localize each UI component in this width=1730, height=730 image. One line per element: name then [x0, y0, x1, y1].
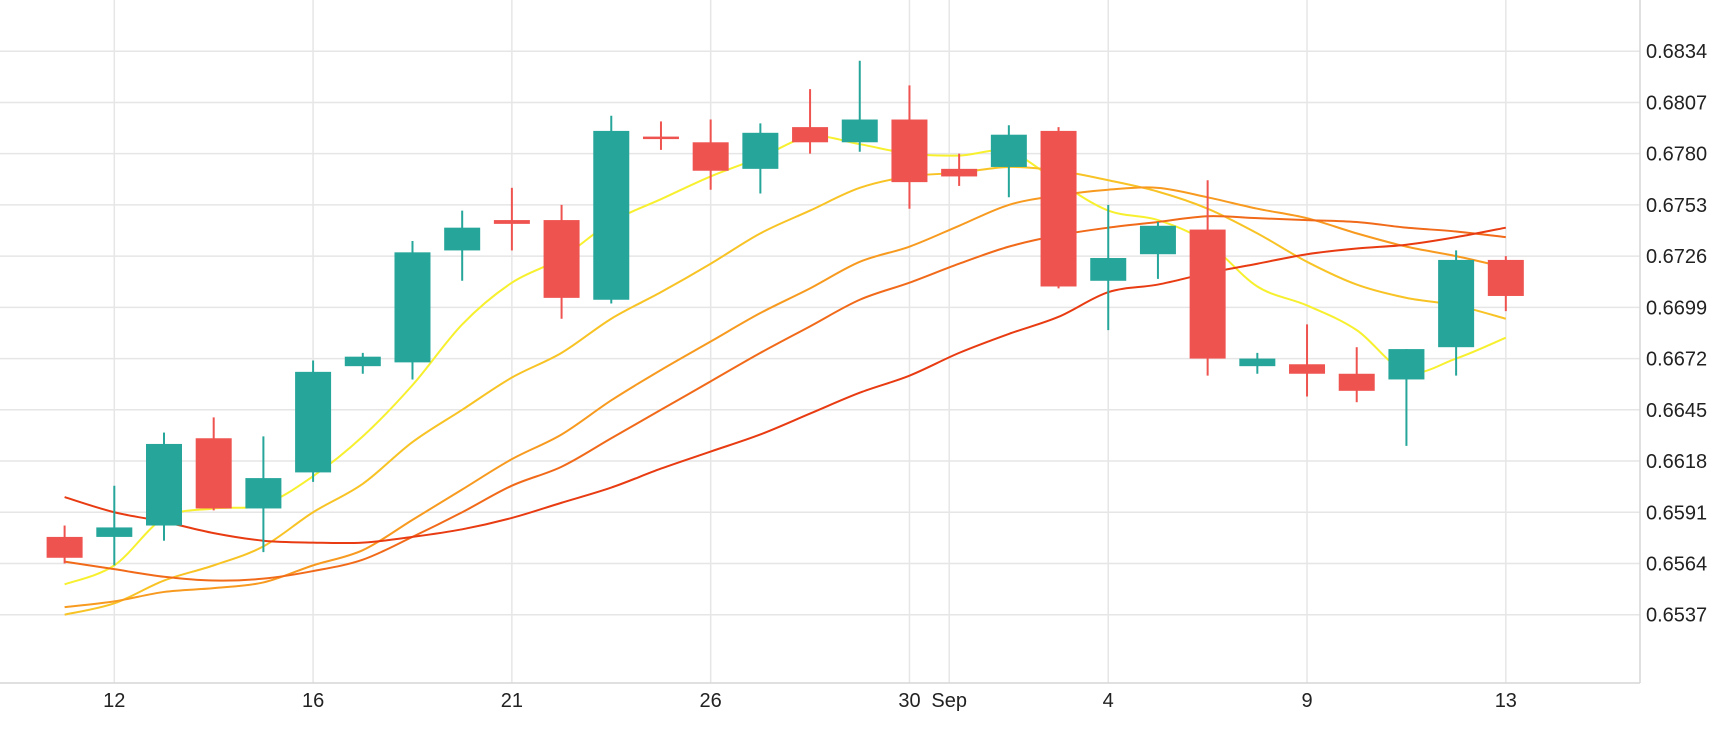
candle-body	[1189, 229, 1226, 359]
candle-up	[1388, 349, 1425, 446]
moving-average-line-2	[64, 165, 1507, 616]
axis-layer	[0, 0, 1641, 684]
y-tick-label: 0.6834	[1646, 41, 1707, 63]
candle-up	[841, 60, 878, 152]
candle-up	[344, 352, 381, 374]
candle-up	[146, 432, 182, 541]
candle-body	[344, 356, 381, 367]
x-axis-labels: 12 16 21 26 30 Sep 4 9 13	[103, 690, 1517, 712]
candle-body	[493, 220, 530, 224]
y-tick-label: 0.6699	[1646, 297, 1707, 319]
moving-average-layer	[64, 135, 1507, 616]
candle-body	[1289, 364, 1326, 374]
y-tick-label: 0.6726	[1646, 246, 1707, 268]
candle-body	[1139, 225, 1176, 255]
y-tick-label: 0.6618	[1646, 451, 1707, 473]
candle-body	[146, 443, 182, 526]
candle-body	[46, 536, 83, 558]
y-tick-label: 0.6753	[1646, 195, 1707, 217]
y-tick-label: 0.6564	[1646, 553, 1707, 575]
x-tick-label: 9	[1301, 690, 1312, 712]
candle-body	[1239, 358, 1276, 367]
candle-down	[1338, 347, 1375, 403]
candle-up	[1438, 250, 1475, 376]
candle-down	[1189, 180, 1226, 376]
y-axis-labels: 0.6537 0.6564 0.6591 0.6618 0.6645 0.6672 0.66…	[1646, 41, 1707, 626]
candle-up	[742, 123, 779, 194]
candle-down	[1289, 324, 1326, 397]
candle-body	[543, 220, 580, 298]
candle-body	[295, 371, 332, 473]
candle-body	[96, 527, 133, 537]
y-tick-label: 0.6591	[1646, 502, 1707, 524]
y-tick-label: 0.6537	[1646, 605, 1707, 627]
candle-body	[941, 168, 978, 177]
candle-down	[195, 417, 232, 511]
candle-body	[1388, 349, 1425, 380]
candle-up	[593, 115, 630, 304]
candle-up	[1090, 204, 1127, 331]
moving-average-line-5	[64, 226, 1507, 545]
candle-body	[642, 136, 679, 140]
x-tick-label: 21	[501, 690, 523, 712]
x-tick-label: 12	[103, 690, 125, 712]
candle-body	[1090, 258, 1127, 281]
candle-body	[1487, 259, 1524, 296]
candle-up	[295, 360, 332, 482]
x-tick-label: 16	[302, 690, 324, 712]
candle-down	[1487, 256, 1524, 312]
candle-down	[493, 187, 530, 251]
y-tick-label: 0.6672	[1646, 349, 1707, 371]
candle-down	[543, 204, 580, 319]
candle-up	[394, 240, 431, 380]
candle-up	[444, 210, 481, 281]
moving-average-line-1	[64, 135, 1507, 586]
candle-down	[1040, 127, 1077, 289]
candle-body	[593, 130, 630, 300]
candle-up	[96, 485, 133, 566]
candle-body	[792, 127, 829, 143]
candle-layer	[46, 60, 1524, 566]
x-tick-label: 26	[700, 690, 722, 712]
candle-body	[245, 478, 282, 509]
x-tick-label: 4	[1103, 690, 1114, 712]
x-tick-label: Sep	[931, 690, 967, 712]
candle-up	[1239, 352, 1276, 374]
candle-body	[692, 142, 729, 171]
candle-body	[394, 252, 431, 363]
candle-body	[990, 134, 1027, 167]
moving-average-line-4	[64, 215, 1506, 582]
candle-up	[1139, 221, 1176, 279]
y-tick-label: 0.6780	[1646, 144, 1707, 166]
candle-down	[891, 85, 928, 209]
y-tick-label: 0.6645	[1646, 400, 1707, 422]
candle-down	[642, 121, 679, 150]
candle-body	[195, 438, 232, 509]
candle-body	[1338, 373, 1375, 391]
candle-up	[990, 125, 1027, 198]
candle-down	[792, 89, 829, 154]
candle-body	[742, 132, 779, 169]
y-tick-label: 0.6807	[1646, 92, 1707, 114]
x-tick-label: 30	[898, 690, 920, 712]
candle-down	[46, 525, 83, 564]
candle-body	[891, 119, 928, 183]
candle-down	[692, 119, 729, 190]
x-tick-label: 13	[1495, 690, 1517, 712]
candle-body	[1438, 259, 1475, 348]
candle-up	[245, 436, 282, 553]
moving-average-line-3	[64, 186, 1507, 609]
candle-body	[841, 119, 878, 143]
candle-down	[941, 153, 978, 186]
candle-body	[1040, 130, 1077, 287]
candle-body	[444, 227, 481, 251]
